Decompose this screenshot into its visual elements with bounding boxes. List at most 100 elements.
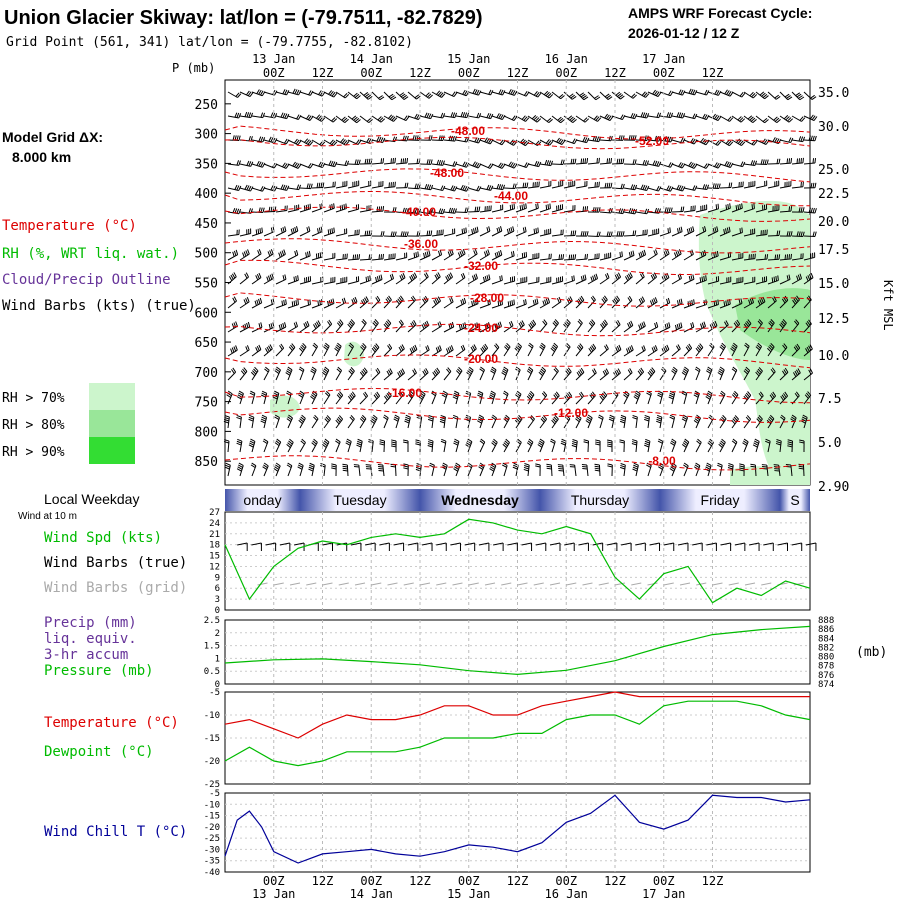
wind-barb-flag: [450, 297, 454, 303]
wind-barb-flag: [356, 159, 359, 165]
wind-barb-flag: [426, 159, 429, 165]
wind-barb-flag: [537, 227, 539, 233]
true-wind-barb: [251, 542, 262, 551]
wind-barb-flag: [678, 249, 682, 255]
grid-wind-barb: [403, 582, 414, 586]
wind-barb-flag: [438, 208, 442, 214]
wind-barb-flag: [244, 273, 248, 279]
wind-barb-flag: [238, 392, 244, 396]
wind-barb-flag: [616, 158, 619, 164]
wind-barb: [671, 344, 681, 357]
wind-barb-flag: [459, 251, 463, 257]
grid-wind-barb: [306, 582, 317, 586]
wind-barb-flag: [773, 116, 778, 121]
isotherm-label: -24.00: [464, 321, 498, 335]
wind-barb-flag: [426, 112, 430, 118]
wind-barb-flag: [433, 300, 437, 306]
wind-barb-flag: [664, 345, 668, 351]
wind-barb-flag: [790, 158, 793, 164]
wind-barb-flag: [791, 416, 796, 421]
wind-barb-flag: [354, 93, 360, 98]
wind-barb-flag: [274, 466, 279, 470]
wind-barb-flag: [389, 274, 393, 280]
wind-barb-flag: [296, 89, 300, 95]
wind-barb-flag: [462, 89, 466, 95]
wind-barb-flag: [460, 323, 463, 330]
wind-barb: [527, 181, 540, 189]
wind-barb-flag: [496, 251, 499, 257]
wind-barb-flag: [703, 321, 706, 327]
wind-barb: [767, 367, 776, 381]
wind-barb-flag: [405, 414, 411, 418]
grid-wind-barb: [387, 582, 398, 586]
wind-barb-flag: [378, 95, 383, 99]
wind-barb: [443, 91, 458, 98]
bottom-hour-label: 12Z: [409, 874, 431, 888]
wind-barb: [347, 276, 360, 285]
wind-barb-flag: [610, 231, 613, 237]
wind-barb-flag: [669, 227, 671, 233]
wind-barb: [383, 343, 393, 357]
wind-barb-flag: [438, 135, 441, 141]
wind-barb-flag: [297, 299, 299, 305]
isotherm-label: -32.00: [464, 259, 498, 273]
wind-barb-flag: [682, 113, 686, 119]
wind-barb-flag: [604, 295, 608, 301]
pressure-tick-label: 700: [195, 366, 218, 381]
kft-tick-label: 2.90: [818, 480, 849, 495]
wind-barb-flag: [450, 207, 454, 213]
wind-barb-flag: [320, 226, 323, 232]
panel-tick-label: 1: [215, 654, 220, 664]
wind-barb-flag: [754, 438, 760, 442]
wind-barb-flag: [640, 112, 644, 118]
wind-barb-flag: [410, 390, 415, 396]
wind-barb: [539, 90, 554, 99]
wind-barb: [502, 390, 509, 405]
wind-barb: [803, 91, 817, 100]
wind-barb-flag: [582, 136, 586, 142]
wind-barb-flag: [638, 324, 641, 330]
wind-barb-flag: [668, 186, 672, 191]
wind-barb-flag: [704, 114, 708, 120]
wind-barb-flag: [735, 321, 739, 326]
wind-barb: [635, 345, 646, 357]
wind-barb-flag: [270, 185, 274, 191]
wind-barb-flag: [741, 203, 743, 209]
wind-barb-flag: [379, 96, 385, 101]
wind-barb: [250, 462, 257, 477]
wind-barb-flag: [409, 348, 413, 354]
wind-barb-flag: [762, 159, 765, 165]
wind-barb-flag: [319, 90, 324, 96]
true-wind-barb: [692, 542, 703, 551]
wind-barb-flag: [805, 276, 809, 282]
wind-barb-flag: [814, 182, 817, 188]
wind-barb-flag: [807, 391, 812, 396]
wind-barb: [587, 115, 602, 122]
wind-barb-flag: [787, 445, 793, 448]
top-date-label: 14 Jan: [350, 52, 393, 66]
wind-barb-flag: [453, 468, 459, 472]
wind-barb-flag: [501, 275, 503, 281]
wind-barb-flag: [786, 275, 789, 281]
wind-barb: [743, 276, 756, 285]
wind-barb: [431, 159, 445, 166]
wind-barb-flag: [598, 231, 601, 237]
wind-barb-flag: [540, 368, 545, 373]
wind-barb-flag: [754, 160, 758, 166]
wind-barb-flag: [452, 161, 456, 167]
wind-barb-flag: [275, 462, 281, 467]
wind-barb: [755, 296, 766, 309]
wind-barb: [431, 208, 446, 215]
wind-barb: [695, 438, 702, 453]
wind-barb: [287, 88, 302, 96]
wind-barb-flag: [590, 276, 593, 282]
wind-barb-flag: [682, 206, 685, 212]
wind-barb-flag: [627, 273, 632, 279]
wind-barb-flag: [694, 90, 698, 96]
bottom-date-label: 16 Jan: [545, 887, 588, 900]
wind-barb-flag: [236, 414, 242, 418]
wind-barb-flag: [586, 137, 590, 143]
wind-barb: [395, 252, 408, 261]
wind-barb-flag: [619, 439, 625, 442]
